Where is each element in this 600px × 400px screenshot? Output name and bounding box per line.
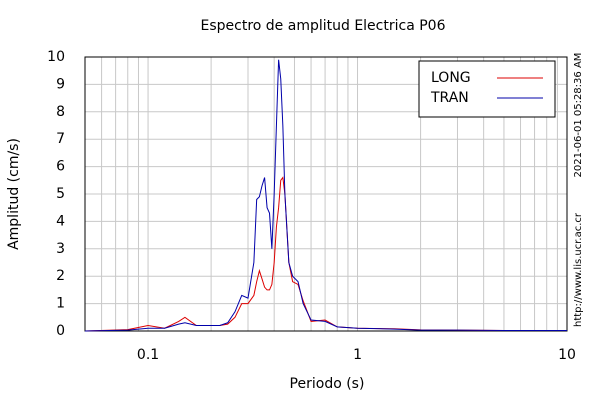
legend-label: TRAN (430, 90, 469, 106)
y-tick-label: 10 (47, 49, 65, 65)
y-tick-label: 1 (56, 296, 65, 312)
x-tick-label: 1 (353, 347, 362, 363)
chart-title: Espectro de amplitud Electrica P06 (201, 18, 446, 34)
y-tick-label: 4 (56, 213, 65, 229)
timestamp: 2021-06-01 05:28:36 AM (573, 53, 584, 178)
x-axis-label: Periodo (s) (290, 376, 365, 392)
plot-frame (84, 56, 568, 332)
x-tick-label: 0.1 (137, 347, 159, 363)
legend-box (418, 60, 556, 118)
y-tick-label: 0 (56, 323, 65, 339)
y-axis-label: Amplitud (cm/s) (6, 138, 22, 250)
x-tick-label: 10 (558, 347, 576, 363)
y-tick-label: 8 (56, 104, 65, 120)
legend-label: LONG (431, 70, 471, 86)
y-tick-label: 3 (56, 241, 65, 257)
source-url: http://www.lis.ucr.ac.cr (573, 212, 584, 327)
y-tick-label: 5 (56, 186, 65, 202)
y-tick-label: 7 (56, 131, 65, 147)
y-tick-label: 6 (56, 159, 65, 175)
series-line (84, 59, 567, 332)
y-tick-label: 2 (56, 268, 65, 284)
series-line (84, 176, 567, 332)
y-tick-label: 9 (56, 76, 65, 92)
